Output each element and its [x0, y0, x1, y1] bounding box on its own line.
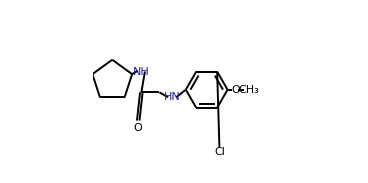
Text: O: O	[231, 85, 240, 95]
Text: O: O	[134, 123, 143, 133]
Text: CH₃: CH₃	[238, 85, 259, 95]
Text: HN: HN	[164, 92, 181, 102]
Text: Cl: Cl	[214, 147, 225, 157]
Text: NH: NH	[133, 67, 150, 76]
